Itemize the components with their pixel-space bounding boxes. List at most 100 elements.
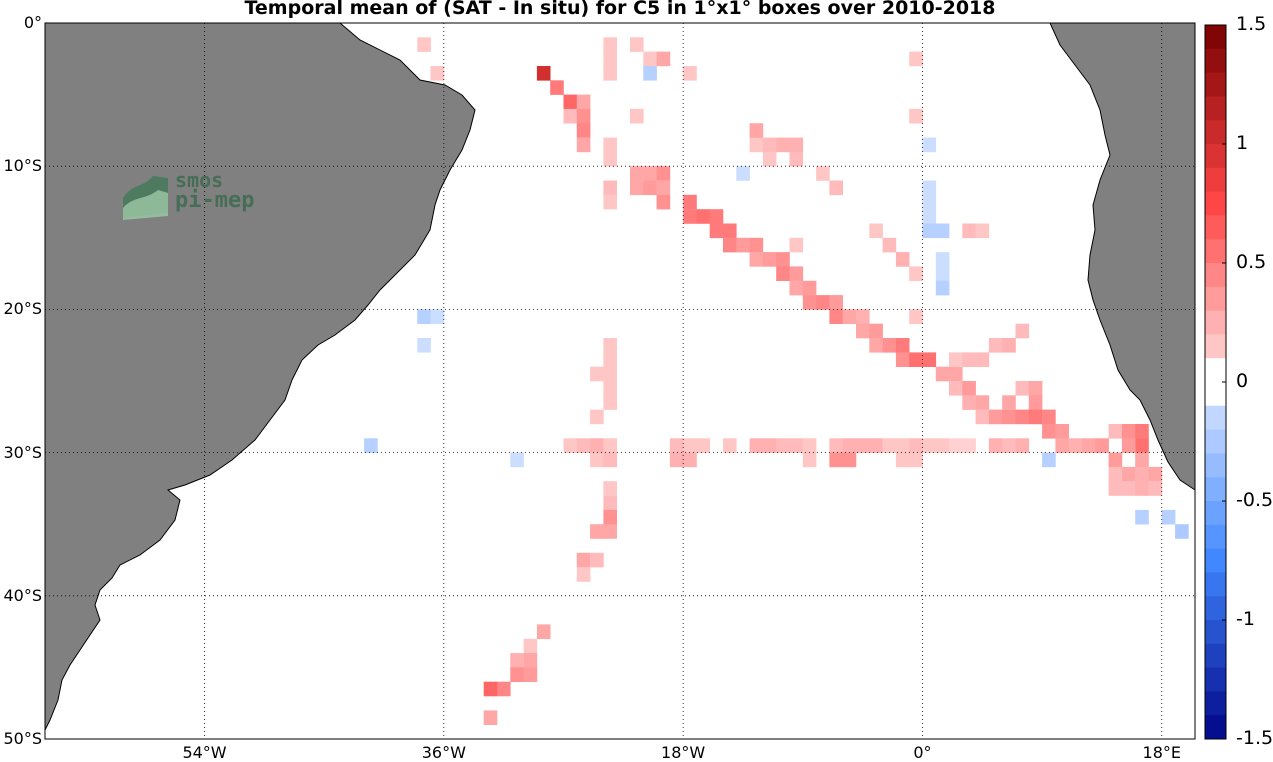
data-cell <box>1042 452 1056 468</box>
data-cell <box>1108 452 1123 468</box>
lat-tick-label: 20°S <box>3 299 42 319</box>
data-cell <box>603 194 617 210</box>
data-cell <box>590 524 604 539</box>
data-cell <box>1108 424 1123 439</box>
data-cell <box>975 395 990 410</box>
colorbar-swatch <box>1205 405 1226 431</box>
data-cell <box>590 409 604 425</box>
data-cell <box>802 280 817 296</box>
data-cell <box>1121 438 1136 453</box>
data-cell <box>869 223 883 239</box>
data-cell <box>417 338 431 353</box>
colorbar-swatch <box>1205 620 1226 645</box>
colorbar-swatch <box>1205 643 1226 669</box>
data-cell <box>1135 466 1149 482</box>
data-cell <box>802 438 817 453</box>
data-cell <box>630 108 644 124</box>
data-cell <box>1002 395 1016 410</box>
data-cell <box>576 94 591 110</box>
data-cell <box>563 438 578 453</box>
colorbar-swatch <box>1205 596 1226 621</box>
data-cell <box>523 638 538 654</box>
data-cell <box>749 252 764 267</box>
data-cell <box>563 94 578 110</box>
data-cell <box>1015 323 1030 339</box>
data-cell <box>603 151 617 167</box>
data-cell <box>669 438 684 453</box>
data-cell <box>1082 438 1096 453</box>
data-cell <box>829 295 843 310</box>
map-title: Temporal mean of (SAT - In situ) for C5 … <box>244 0 996 19</box>
data-cell <box>895 352 910 367</box>
data-cell <box>802 452 817 468</box>
data-cell <box>683 452 697 468</box>
data-cell <box>949 366 963 382</box>
data-cell <box>922 438 937 453</box>
data-cell <box>935 252 950 267</box>
data-cell <box>1108 466 1123 482</box>
lon-tick-label: 54°W <box>182 743 227 762</box>
data-cell <box>988 409 1003 425</box>
data-cell <box>895 252 910 267</box>
logo-text-pimep: pi-mep <box>175 188 255 213</box>
data-cell <box>829 452 843 468</box>
data-cell <box>749 237 764 253</box>
data-cell <box>895 452 910 468</box>
lat-tick-label: 30°S <box>3 442 42 462</box>
data-cell <box>723 223 737 239</box>
data-cell <box>988 438 1003 453</box>
data-cell <box>590 452 604 468</box>
data-cell <box>789 266 804 281</box>
data-cell <box>1121 466 1136 482</box>
data-cell <box>909 352 923 367</box>
data-cell <box>576 438 591 453</box>
data-cell <box>762 252 777 267</box>
data-cell <box>1002 409 1016 425</box>
data-cell <box>723 237 737 253</box>
colorbar-swatch <box>1205 501 1226 526</box>
colorbar-swatch <box>1205 48 1226 74</box>
data-cell <box>510 452 524 468</box>
data-cell <box>1148 481 1163 496</box>
data-cell <box>630 37 644 52</box>
colorbar-swatch <box>1205 691 1226 716</box>
data-cell <box>1028 381 1043 396</box>
data-cell <box>536 66 551 81</box>
lon-tick-label: 36°W <box>421 743 466 762</box>
data-cell <box>483 681 498 697</box>
data-cell <box>776 252 790 267</box>
data-cell <box>364 438 378 453</box>
data-cell <box>497 681 511 697</box>
data-cell <box>603 338 617 353</box>
data-cell <box>1135 424 1149 439</box>
colorbar-tick-label: 0.5 <box>1236 251 1267 273</box>
data-cell <box>789 151 804 167</box>
data-cell <box>1015 409 1030 425</box>
data-cell <box>603 180 617 196</box>
data-cell <box>749 123 764 138</box>
data-cell <box>949 438 963 453</box>
data-cell <box>909 452 923 468</box>
data-cell <box>576 567 591 582</box>
data-cell <box>829 438 843 453</box>
colorbar-swatch <box>1205 191 1226 216</box>
data-cell <box>669 452 684 468</box>
colorbar-swatch <box>1205 310 1226 335</box>
colorbar-tick-label: -1.5 <box>1236 727 1273 749</box>
data-cell <box>856 438 870 453</box>
data-cell <box>696 438 710 453</box>
data-cell <box>935 280 950 296</box>
logo-text-smos: smos <box>175 168 224 192</box>
data-cell <box>417 37 431 52</box>
data-cell <box>630 180 644 196</box>
colorbar-swatch <box>1205 524 1226 550</box>
data-cell <box>842 452 857 468</box>
colorbar-tick-label: 0 <box>1236 370 1249 392</box>
data-cell <box>709 209 724 224</box>
data-cell <box>789 438 804 453</box>
colorbar-swatch <box>1205 358 1226 383</box>
data-cell <box>576 123 591 138</box>
data-cell <box>895 438 910 453</box>
data-cell <box>962 438 976 453</box>
data-cell <box>417 309 431 324</box>
